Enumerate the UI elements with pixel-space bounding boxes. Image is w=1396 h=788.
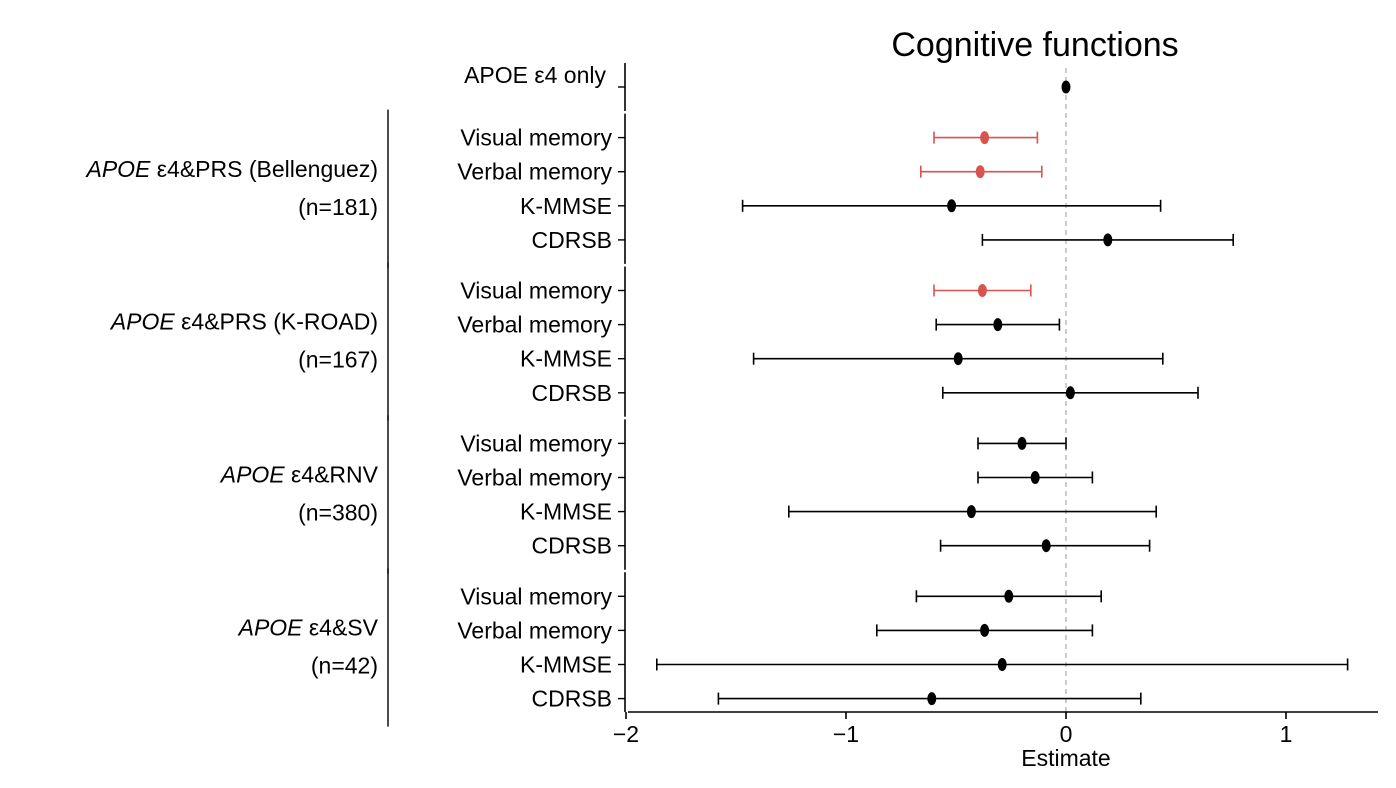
estimate-point bbox=[1061, 80, 1071, 94]
group-label: APOE ε4&RNV bbox=[219, 462, 379, 488]
group-n-label: (n=181) bbox=[298, 194, 378, 220]
estimate-point bbox=[927, 692, 937, 706]
group-n-label: (n=42) bbox=[311, 652, 378, 678]
estimate-point bbox=[1041, 539, 1051, 553]
estimate-point bbox=[1004, 589, 1014, 603]
x-tick-label: 0 bbox=[1060, 721, 1073, 747]
estimate-point bbox=[1030, 471, 1040, 484]
estimate-point bbox=[1103, 233, 1113, 247]
estimate-point bbox=[953, 352, 963, 366]
row-label: K-MMSE bbox=[520, 499, 612, 525]
estimate-point bbox=[975, 165, 985, 179]
group-label: APOE ε4 only bbox=[464, 62, 606, 88]
x-tick-label: 1 bbox=[1280, 721, 1293, 747]
row-label: Verbal memory bbox=[457, 465, 612, 491]
row-label: Verbal memory bbox=[457, 617, 612, 643]
estimate-point bbox=[997, 658, 1007, 671]
x-axis-title: Estimate bbox=[1021, 745, 1110, 771]
estimate-point bbox=[1065, 386, 1075, 400]
estimate-point bbox=[1017, 436, 1027, 450]
row-label: CDRSB bbox=[531, 533, 612, 559]
estimate-point bbox=[947, 199, 957, 213]
estimate-point bbox=[993, 318, 1003, 332]
row-label: CDRSB bbox=[531, 686, 612, 712]
estimate-point bbox=[980, 623, 990, 637]
row-label: Visual memory bbox=[460, 125, 612, 151]
group-label: APOE ε4&PRS (K-ROAD) bbox=[109, 309, 378, 335]
row-label: K-MMSE bbox=[520, 346, 612, 372]
estimate-point bbox=[977, 284, 987, 297]
group-n-label: (n=167) bbox=[298, 347, 378, 373]
estimate-point bbox=[966, 505, 976, 519]
group-n-label: (n=380) bbox=[298, 500, 378, 526]
row-label: CDRSB bbox=[531, 227, 612, 253]
estimate-point bbox=[980, 131, 990, 145]
chart-title: Cognitive functions bbox=[891, 26, 1178, 64]
row-label: Visual memory bbox=[460, 583, 612, 609]
plot-area: −2 −1 0 1 APOE ε4 only Visual memory Verbal me… bbox=[84, 62, 1378, 747]
row-label: K-MMSE bbox=[520, 652, 612, 678]
group-label: APOE ε4&SV bbox=[237, 614, 379, 640]
row-label: Verbal memory bbox=[457, 312, 612, 338]
group-label: APOE ε4&PRS (Bellenguez) bbox=[84, 156, 378, 182]
x-tick-label: −1 bbox=[833, 721, 859, 747]
x-tick-label: −2 bbox=[613, 721, 639, 747]
row-label: CDRSB bbox=[531, 380, 612, 406]
row-label: Visual memory bbox=[460, 430, 612, 456]
row-label: Verbal memory bbox=[457, 159, 612, 185]
row-label: Visual memory bbox=[460, 278, 612, 304]
row-label: K-MMSE bbox=[520, 193, 612, 219]
